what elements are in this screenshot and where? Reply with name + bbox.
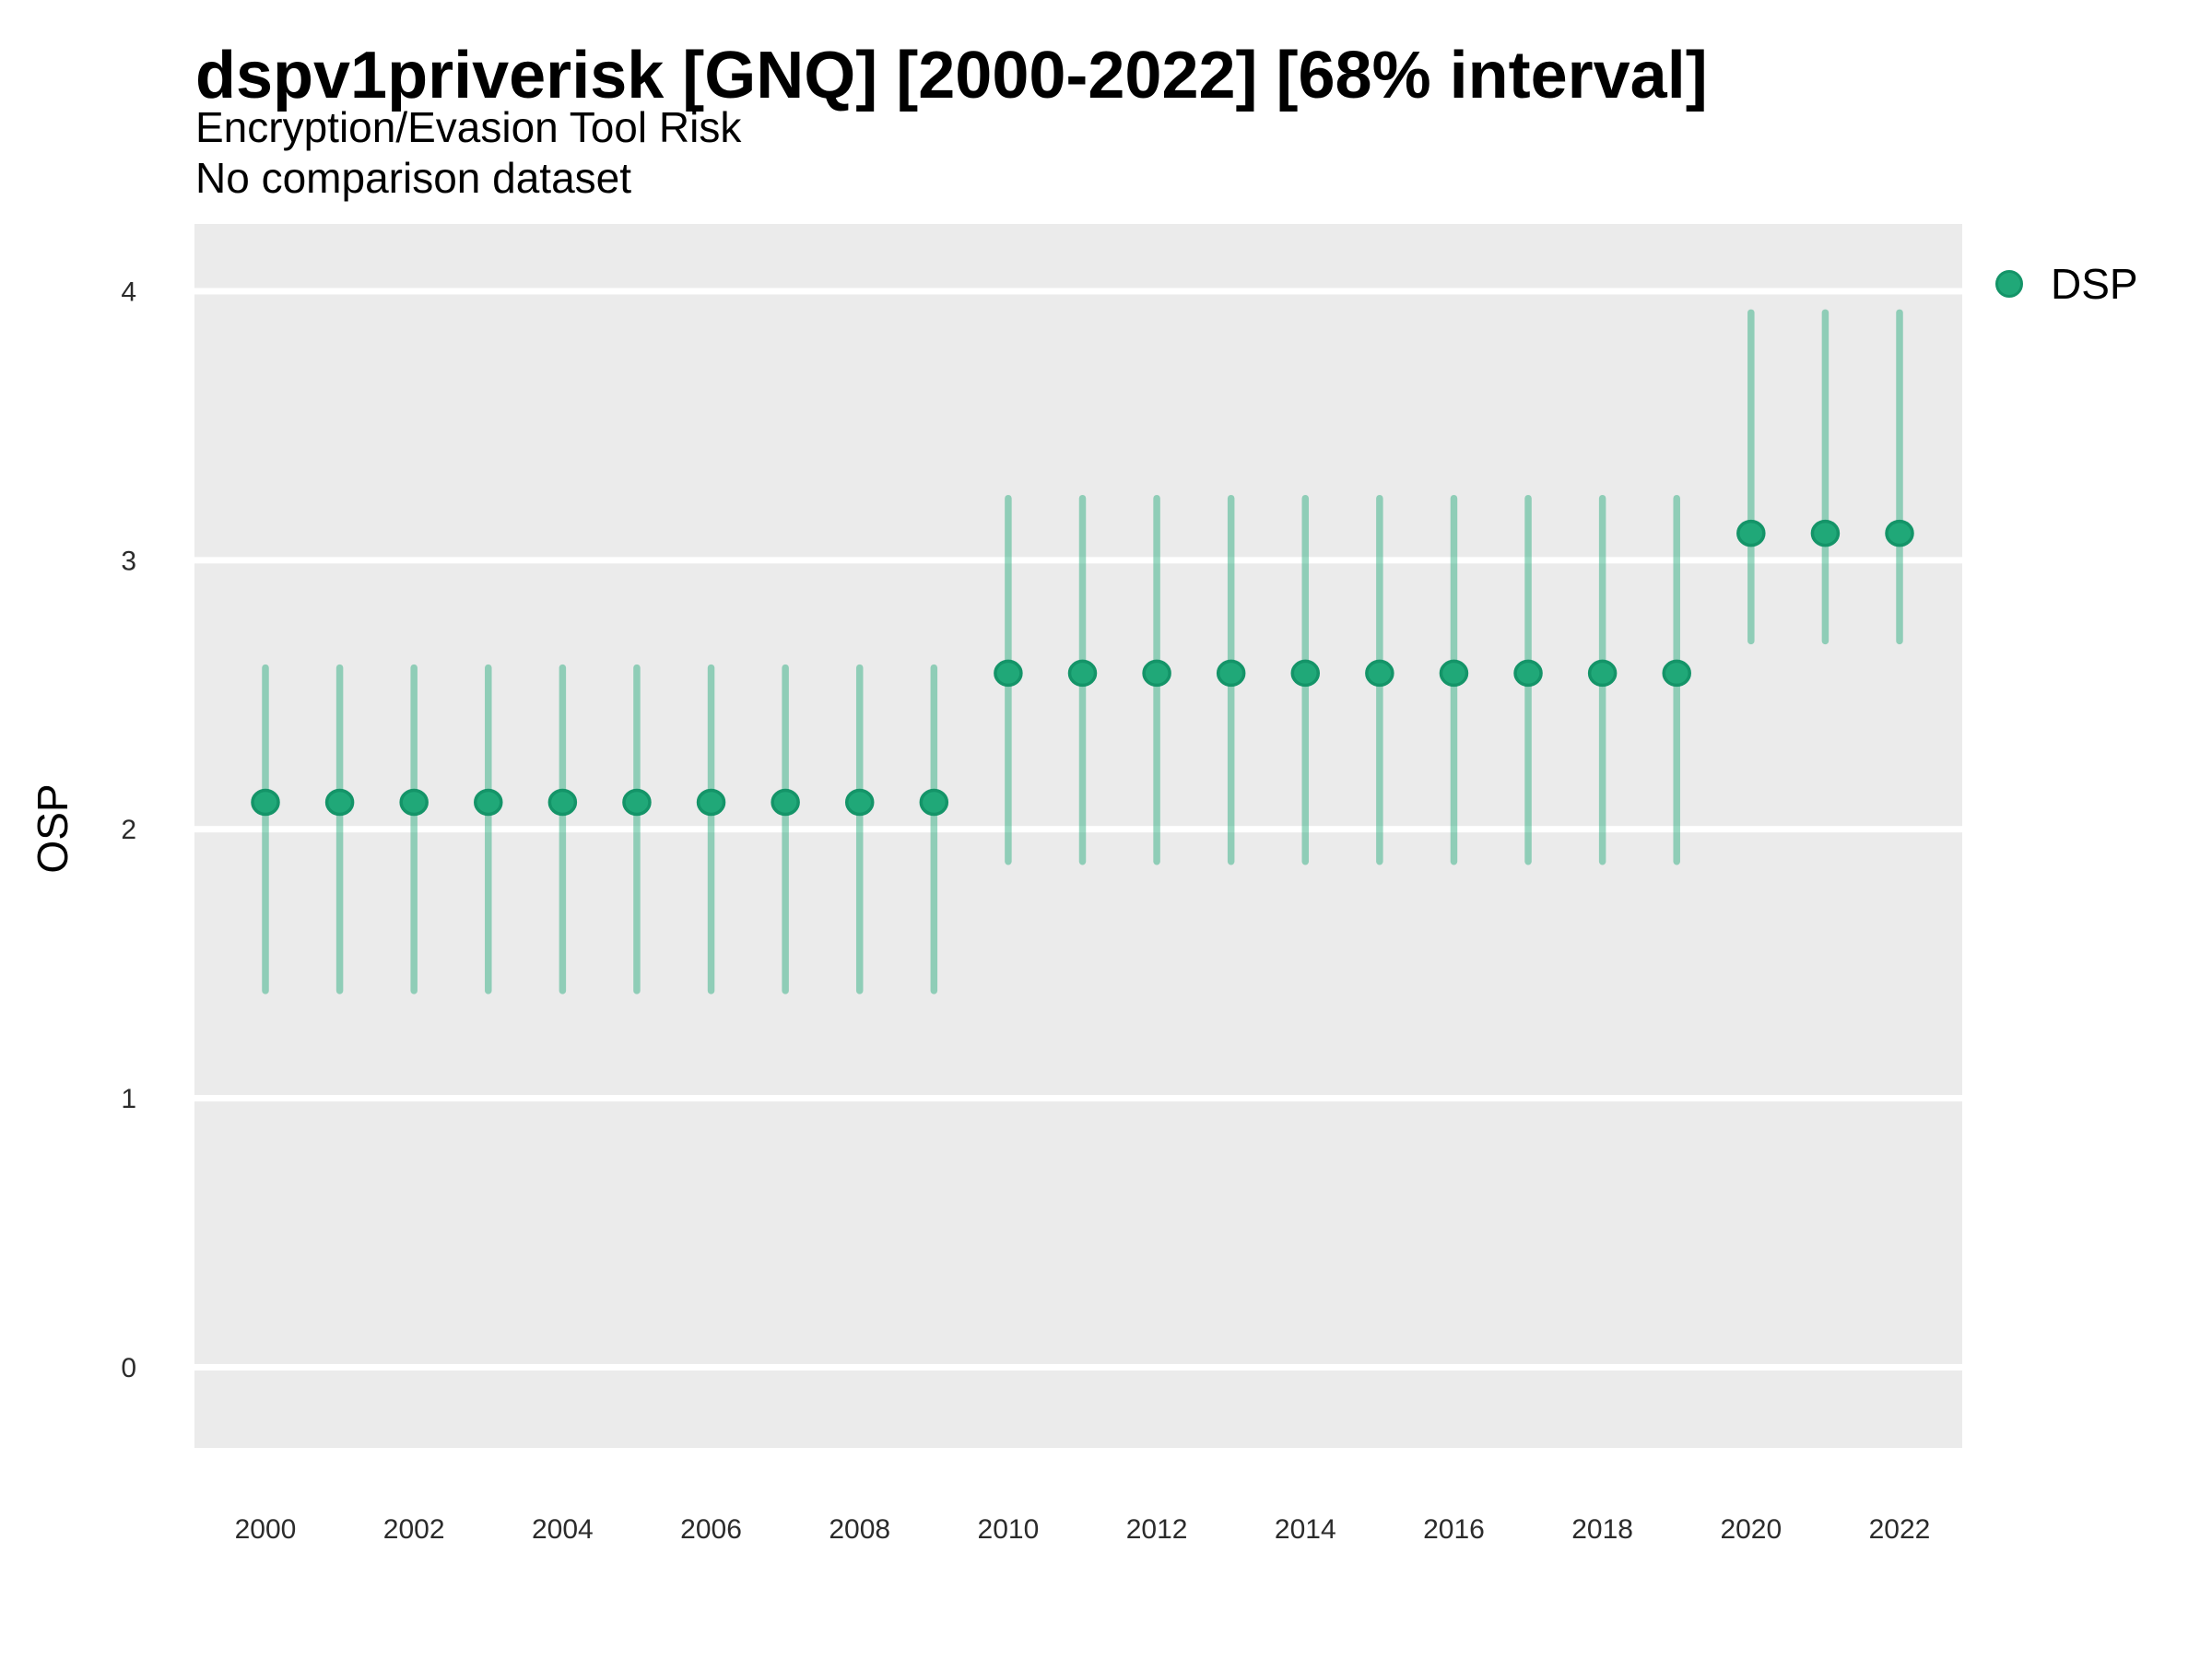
x-tick-label-2016: 2016 [1423, 1514, 1485, 1545]
x-tick-label-2000: 2000 [235, 1514, 297, 1545]
point-2000 [251, 788, 280, 817]
x-tick-label-2006: 2006 [680, 1514, 742, 1545]
point-2014 [1290, 659, 1321, 688]
point-2017 [1513, 659, 1543, 688]
point-2020 [1736, 519, 1766, 547]
point-2018 [1587, 659, 1618, 688]
y-tick-label-1: 1 [121, 1084, 136, 1114]
gridline-y-0 [194, 1363, 1962, 1371]
chart-note: No comparison dataset [195, 154, 632, 202]
legend-label: DSP [2051, 260, 2138, 308]
point-2016 [1439, 659, 1469, 688]
point-2003 [474, 788, 503, 817]
x-tick-label-2008: 2008 [829, 1514, 890, 1545]
point-2001 [324, 788, 355, 817]
x-tick-label-2002: 2002 [383, 1514, 445, 1545]
point-2019 [1662, 659, 1691, 688]
point-2022 [1885, 519, 1914, 547]
point-2021 [1810, 519, 1841, 547]
point-2013 [1216, 659, 1246, 688]
y-tick-label-0: 0 [121, 1353, 136, 1383]
point-2005 [622, 788, 652, 817]
point-2009 [919, 788, 949, 817]
gridline-y-2 [194, 826, 1962, 833]
point-2015 [1365, 659, 1394, 688]
point-2004 [547, 788, 578, 817]
x-tick-label-2012: 2012 [1126, 1514, 1188, 1545]
legend-point-icon [1995, 270, 2023, 298]
point-2010 [994, 659, 1023, 688]
gridline-y-1 [194, 1095, 1962, 1102]
y-tick-label-2: 2 [121, 815, 136, 845]
point-2006 [696, 788, 726, 817]
point-2007 [771, 788, 800, 817]
x-tick-label-2014: 2014 [1275, 1514, 1336, 1545]
chart-title: dspv1priverisk [GNQ] [2000-2022] [68% in… [195, 39, 1708, 112]
y-axis-title: OSP [29, 783, 76, 874]
point-2002 [399, 788, 429, 817]
point-2012 [1142, 659, 1171, 688]
x-tick-label-2020: 2020 [1720, 1514, 1782, 1545]
x-tick-label-2018: 2018 [1571, 1514, 1633, 1545]
y-tick-label-4: 4 [121, 276, 136, 307]
x-tick-label-2004: 2004 [532, 1514, 594, 1545]
gridline-y-4 [194, 288, 1962, 295]
gridline-y-3 [194, 557, 1962, 564]
plot-panel [194, 224, 1962, 1448]
x-tick-label-2022: 2022 [1869, 1514, 1931, 1545]
legend: DSP [1995, 263, 2138, 305]
x-tick-label-2010: 2010 [978, 1514, 1040, 1545]
chart-subtitle: Encryption/Evasion Tool Risk [195, 103, 742, 151]
y-tick-label-3: 3 [121, 546, 136, 576]
point-2011 [1067, 659, 1098, 688]
point-2008 [844, 788, 875, 817]
